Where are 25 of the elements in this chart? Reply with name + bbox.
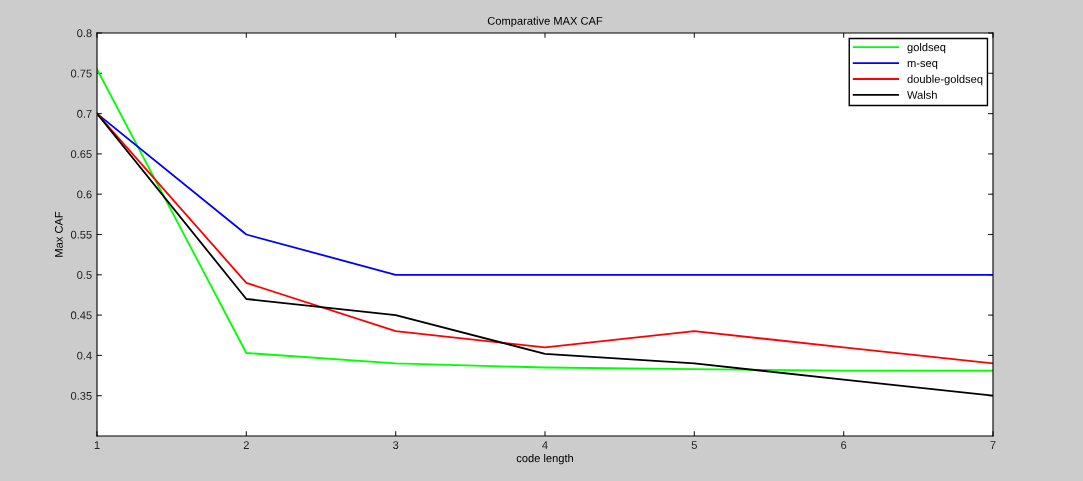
x-axis-title: code length: [516, 454, 574, 465]
y-tick-label: 0.55: [70, 230, 92, 239]
legend-label: goldseq: [907, 43, 946, 54]
y-tick-label: 0.65: [70, 150, 92, 159]
x-tick-label: 2: [243, 441, 249, 449]
y-tick-label: 0.7: [77, 109, 92, 118]
x-tick-label: 6: [841, 441, 847, 450]
y-tick-label: 0.35: [70, 391, 92, 400]
y-axis-title: Max CAF: [54, 211, 63, 257]
y-tick-label: 0.75: [70, 69, 92, 78]
y-tick-label: 0.6: [77, 190, 92, 199]
y-tick-label: 0.45: [70, 311, 92, 320]
x-tick-label: 3: [393, 441, 399, 450]
legend-label: double-goldseq: [907, 74, 983, 86]
y-tick-label: 0.4: [77, 351, 92, 360]
legend-label: m-seq: [907, 60, 938, 70]
legend-label: Walsh: [907, 90, 937, 99]
x-tick-label: 4: [542, 441, 548, 449]
x-tick-label: 1: [94, 441, 100, 449]
y-tick-label: 0.5: [77, 271, 92, 279]
line-series: [97, 68, 993, 372]
x-tick-label: 5: [691, 441, 697, 450]
chart-title: Comparative MAX CAF: [487, 16, 603, 27]
y-tick-label: 0.8: [77, 29, 92, 38]
x-tick-label: 7: [990, 441, 996, 449]
